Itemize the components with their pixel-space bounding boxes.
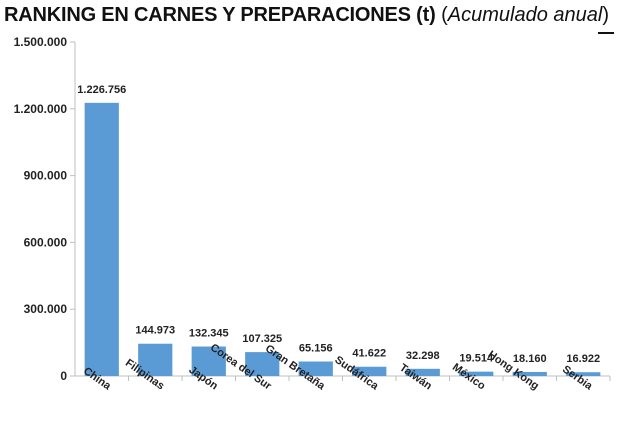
bar <box>138 343 173 376</box>
chart-title-paren-close: ) <box>602 4 610 26</box>
chart-title-paren-open: ( <box>441 4 448 26</box>
bar <box>84 102 119 376</box>
x-tick-label: México <box>450 361 488 392</box>
chart-labels: 0 300.000 600.000 900.000 1.200.000 1.500.000… <box>14 35 600 393</box>
data-label: 144.973 <box>135 325 175 337</box>
chart-title-main: RANKING EN CARNES Y PREPARACIONES (t) <box>4 4 436 26</box>
x-tick-label: Taiwán <box>397 362 434 393</box>
title-underline-mark <box>598 32 614 34</box>
data-label: 18.160 <box>513 353 547 365</box>
bar <box>566 372 601 376</box>
data-label: 1.226.756 <box>77 84 126 96</box>
bar <box>405 368 440 376</box>
y-tick-label: 1.500.000 <box>14 35 68 49</box>
data-label: 19.514 <box>459 353 494 365</box>
y-tick-label: 0 <box>60 369 67 383</box>
data-label: 65.156 <box>299 342 333 354</box>
data-label: 41.622 <box>352 348 386 360</box>
data-label: 107.325 <box>242 333 282 345</box>
chart-title: RANKING EN CARNES Y PREPARACIONES (t) (A… <box>4 4 609 27</box>
x-tick-label: Serbia <box>560 363 595 393</box>
bar <box>298 361 333 376</box>
y-tick-label: 300.000 <box>24 302 68 316</box>
bar <box>512 371 547 376</box>
data-label: 32.298 <box>406 350 440 362</box>
bar <box>352 366 387 376</box>
chart-bars <box>84 102 601 376</box>
y-tick-label: 900.000 <box>24 169 68 183</box>
y-tick-label: 1.200.000 <box>14 102 68 116</box>
y-tick-label: 600.000 <box>24 235 68 249</box>
data-label: 132.345 <box>189 328 229 340</box>
bar <box>191 346 226 376</box>
chart-title-sub: Acumulado anual <box>447 4 603 26</box>
data-label: 16.922 <box>566 353 600 365</box>
bar <box>245 352 280 376</box>
bar <box>459 371 494 376</box>
